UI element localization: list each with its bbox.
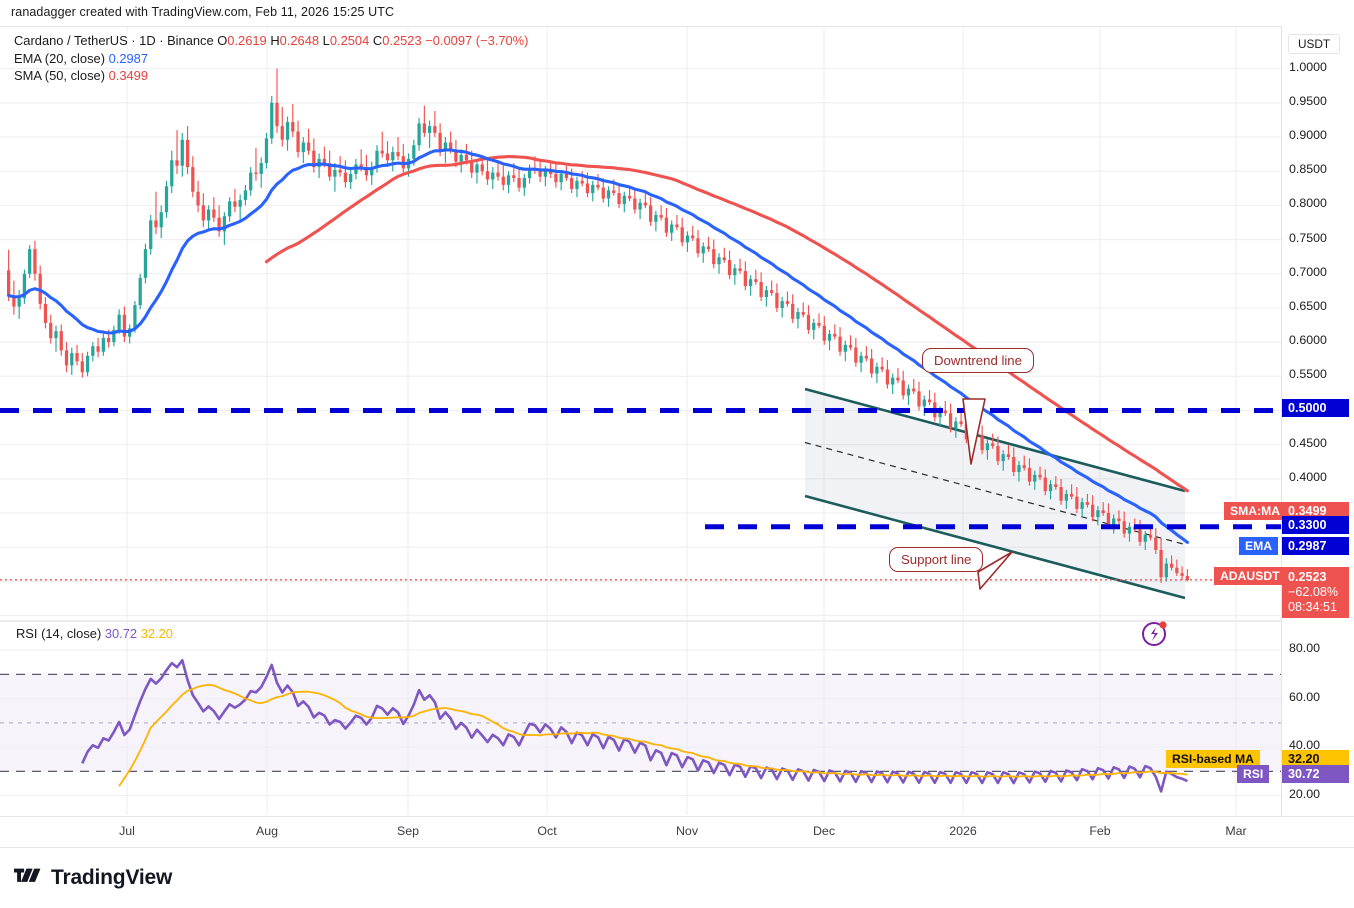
ema-label[interactable]: EMA (20, close): [14, 50, 105, 66]
ohlc-c-value: 0.2523: [382, 33, 422, 48]
price-tick-09000: 0.9000: [1289, 128, 1327, 143]
time-label-nov: Nov: [675, 824, 699, 838]
rsi-based-ma-badge: RSI-based MA: [1166, 750, 1260, 769]
rsi-label[interactable]: RSI (14, close): [16, 626, 102, 641]
legend-symbol-row: Cardano / TetherUS · 1D · Binance O0.261…: [14, 32, 528, 50]
ohlc-l-label: L: [322, 33, 330, 48]
price-tick-05500: 0.5500: [1289, 367, 1327, 382]
price-tick-08500: 0.8500: [1289, 162, 1327, 177]
price-tick-10000: 1.0000: [1289, 59, 1327, 74]
sma-label[interactable]: SMA (50, close): [14, 68, 105, 83]
last-price-change: −62.08%: [1288, 584, 1339, 599]
ohlc-h-value: 0.2648: [279, 33, 320, 48]
price-axis-unit: USDT: [1288, 34, 1341, 54]
rsi-tick-6000: 60.00: [1289, 689, 1321, 704]
price-tick-06000: 0.6000: [1289, 333, 1327, 348]
time-label-sep: Sep: [396, 824, 420, 838]
level-0500-tag[interactable]: 0.5000: [1282, 399, 1349, 418]
price-tick-08000: 0.8000: [1289, 196, 1327, 211]
change-value: −0.0097 (−3.70%): [425, 33, 529, 48]
rsi-tick-4000: 40.00: [1289, 738, 1321, 753]
price-tick-09500: 0.9500: [1289, 93, 1327, 108]
rsi-tick-2000: 20.00: [1289, 786, 1321, 801]
rsi-tick-8000: 80.00: [1289, 641, 1321, 656]
rsi-legend: RSI (14, close) 30.72 32.20: [16, 626, 173, 641]
rsi-ma-value: 32.20: [140, 626, 173, 641]
time-label-mar: Mar: [1225, 824, 1247, 838]
last-price-value: 0.2523: [1288, 569, 1327, 584]
legend-ema-row: EMA (20, close) 0.2987: [14, 50, 528, 68]
last-price-badge: ADAUSDT: [1214, 566, 1286, 585]
price-tick-06500: 0.6500: [1289, 298, 1327, 313]
price-axis[interactable]: [1281, 26, 1354, 816]
price-tick-04500: 0.4500: [1289, 435, 1327, 450]
legend-sma-row: SMA (50, close) 0.3499: [14, 67, 528, 85]
ohlc-c-label: C: [372, 33, 383, 48]
ohlc-o-value: 0.2619: [227, 33, 267, 48]
rsi-value: 30.72: [104, 626, 138, 641]
sma-value: 0.3499: [108, 68, 149, 83]
time-label-feb: Feb: [1089, 824, 1111, 838]
attribution-text: ranadagger created with TradingView.com,…: [11, 5, 395, 19]
level-0330-tag[interactable]: 0.3300: [1282, 515, 1349, 534]
rsi-chart-canvas: [0, 620, 1281, 815]
ema-value: 0.2987: [108, 50, 149, 66]
tradingview-footer: TradingView: [14, 866, 172, 890]
time-label-oct: Oct: [537, 824, 557, 838]
price-tick-07000: 0.7000: [1289, 264, 1327, 279]
rsi-badge: RSI: [1237, 764, 1270, 783]
rsi-tag[interactable]: 30.72: [1282, 764, 1349, 783]
price-tick-07500: 0.7500: [1289, 230, 1327, 245]
price-legend: Cardano / TetherUS · 1D · Binance O0.261…: [14, 32, 528, 85]
rsi-based-ma-tag[interactable]: 32.20: [1282, 750, 1349, 769]
last-price-tag[interactable]: 0.2523 −62.08% 08:34:51: [1282, 566, 1349, 618]
time-label-jul: Jul: [119, 824, 135, 838]
ohlc-l-value: 0.2504: [329, 33, 370, 48]
sma-ma-badge: SMA:MA: [1224, 502, 1287, 521]
ohlc-o-label: O: [217, 33, 228, 48]
ema-badge: EMA: [1239, 537, 1279, 556]
symbol-title[interactable]: Cardano / TetherUS · 1D · Binance: [14, 33, 214, 48]
time-axis[interactable]: Jul Aug Sep Oct Nov Dec 2026 Feb Mar: [0, 816, 1354, 848]
ema-tag[interactable]: 0.2987: [1282, 537, 1349, 556]
last-price-countdown: 08:34:51: [1288, 599, 1338, 614]
tradingview-wordmark: TradingView: [51, 866, 173, 889]
time-label-dec: Dec: [812, 824, 836, 838]
time-label-aug: Aug: [255, 824, 279, 838]
tradingview-logo-icon: [14, 868, 41, 882]
sma-ma-tag[interactable]: 0.3499: [1282, 502, 1349, 521]
downtrend-line-callout: Downtrend line: [922, 348, 1034, 373]
price-chart-panel[interactable]: [0, 26, 1354, 817]
lightning-alert-icon[interactable]: [1142, 621, 1167, 646]
ohlc-h-label: H: [270, 33, 280, 48]
support-line-callout: Support line: [889, 547, 984, 572]
time-label-2026: 2026: [949, 824, 977, 838]
price-tick-04000: 0.4000: [1289, 469, 1327, 484]
